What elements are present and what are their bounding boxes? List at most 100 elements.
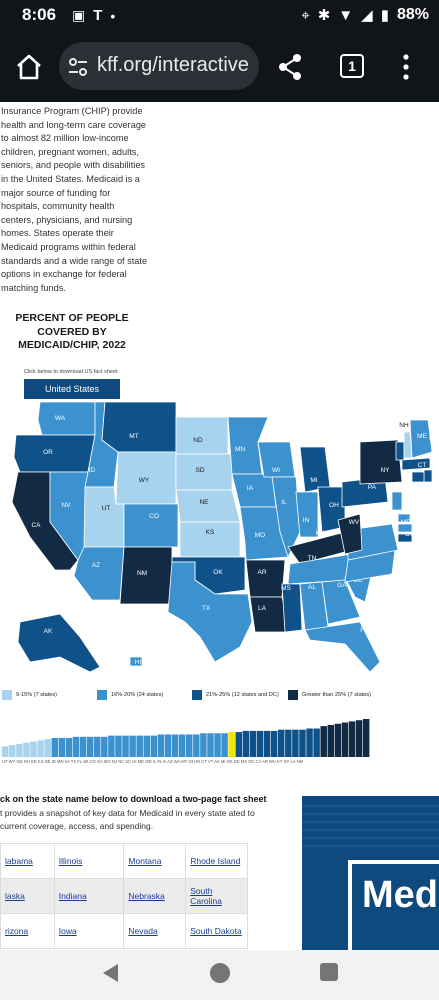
bar-me2[interactable]: [164, 734, 172, 757]
bar-mi[interactable]: [263, 730, 271, 758]
bar-hi[interactable]: [157, 734, 165, 757]
share-icon[interactable]: [276, 52, 304, 82]
bar-nc[interactable]: [136, 735, 143, 758]
state-ne[interactable]: [175, 489, 241, 523]
more-menu-icon[interactable]: [400, 52, 412, 82]
state-in[interactable]: [295, 491, 319, 538]
bar-az[interactable]: [214, 733, 221, 757]
bar-ia[interactable]: [193, 734, 200, 757]
back-icon[interactable]: [100, 962, 122, 984]
state-ia[interactable]: [231, 473, 277, 508]
bar-mn[interactable]: [72, 736, 80, 757]
bar-co[interactable]: [108, 735, 115, 758]
state-wa[interactable]: [37, 402, 96, 436]
state-de[interactable]: [397, 513, 411, 523]
bar-ms[interactable]: [285, 729, 292, 757]
bar-mo[interactable]: [122, 735, 129, 758]
bar-la[interactable]: [355, 720, 363, 757]
state-factsheet-link[interactable]: laska: [0, 878, 55, 914]
address-bar[interactable]: kff.org/interactive: [59, 42, 259, 90]
state-or[interactable]: [13, 434, 96, 473]
bar-wy[interactable]: [9, 745, 16, 758]
state-factsheet-link[interactable]: Illinois: [53, 843, 125, 879]
state-factsheet-link[interactable]: Nebraska: [123, 878, 187, 914]
site-settings-icon[interactable]: [67, 56, 89, 78]
state-mt[interactable]: [101, 402, 177, 453]
state-ms[interactable]: [281, 583, 303, 633]
bar-tx[interactable]: [86, 736, 94, 757]
bar-ok[interactable]: [278, 729, 285, 757]
bar-va[interactable]: [79, 736, 87, 757]
bar-ma[interactable]: [306, 728, 313, 758]
bar-ar[interactable]: [327, 724, 335, 757]
state-factsheet-link[interactable]: South Carolina: [185, 878, 248, 914]
state-fl[interactable]: [304, 621, 381, 673]
bar-al[interactable]: [207, 733, 214, 757]
tab-switcher-button[interactable]: 1: [340, 54, 364, 78]
bar-nj[interactable]: [129, 735, 136, 758]
bar-oh[interactable]: [235, 732, 243, 757]
state-ks[interactable]: [179, 521, 241, 558]
state-factsheet-link[interactable]: rizona: [0, 913, 55, 949]
state-ct[interactable]: [411, 471, 425, 483]
state-factsheet-link[interactable]: Nevada: [123, 913, 187, 949]
state-factsheet-link[interactable]: labama: [0, 843, 55, 879]
bar-mt[interactable]: [228, 732, 235, 757]
bar-sd[interactable]: [30, 741, 37, 757]
state-factsheet-link[interactable]: Indiana: [53, 878, 125, 914]
medicaid-promo-graphic[interactable]: Medi: [302, 796, 439, 950]
state-ri[interactable]: [423, 469, 433, 483]
bar-vt[interactable]: [249, 730, 257, 758]
state-factsheet-link[interactable]: Montana: [123, 843, 187, 879]
state-wv[interactable]: [337, 513, 363, 555]
state-vt[interactable]: [395, 441, 405, 461]
home-nav-icon[interactable]: [210, 963, 230, 983]
bar-id[interactable]: [65, 738, 73, 757]
state-factsheet-link[interactable]: Iowa: [53, 913, 125, 949]
bar-fl[interactable]: [94, 736, 101, 757]
bar-ut[interactable]: [2, 746, 9, 757]
state-mi[interactable]: [299, 446, 331, 493]
bar-nm[interactable]: [362, 719, 370, 757]
bar-wv[interactable]: [334, 723, 342, 757]
state-mn[interactable]: [227, 416, 269, 475]
recents-icon[interactable]: [320, 963, 338, 981]
bar-sc[interactable]: [143, 735, 151, 758]
state-ny[interactable]: [359, 439, 403, 485]
bar-ks[interactable]: [44, 739, 51, 757]
state-factsheet-link[interactable]: Rhode Island: [185, 843, 248, 879]
bar-wi[interactable]: [101, 736, 108, 757]
bar-in[interactable]: [186, 734, 193, 757]
bar-ct[interactable]: [256, 730, 264, 758]
state-nj[interactable]: [391, 491, 403, 511]
bar-de[interactable]: [150, 735, 158, 758]
state-md[interactable]: [397, 523, 413, 533]
state-il[interactable]: [271, 476, 301, 559]
state-ak[interactable]: [17, 613, 101, 673]
state-tx[interactable]: [167, 561, 253, 663]
bar-ga[interactable]: [115, 735, 122, 758]
state-co[interactable]: [123, 503, 179, 548]
bar-ny[interactable]: [348, 721, 356, 758]
state-ga[interactable]: [321, 579, 361, 625]
state-ranking-bar-chart[interactable]: UT WY ND NH SD KS NE ID MN VA TX FL WI C…: [0, 717, 439, 765]
us-medicaid-map[interactable]: WA OR CA NV ID MT WY UT AZ CO NM ND SD NE KS OK TX MN IA MO…: [0, 402, 439, 687]
state-dc[interactable]: [397, 533, 413, 543]
bar-or[interactable]: [313, 728, 320, 758]
state-la[interactable]: [249, 596, 291, 633]
bar-dc[interactable]: [292, 729, 299, 757]
bar-il[interactable]: [178, 734, 186, 757]
state-mo[interactable]: [239, 506, 289, 561]
home-icon[interactable]: [14, 52, 44, 82]
bar-ri[interactable]: [242, 730, 250, 758]
bar-wa[interactable]: [221, 733, 228, 757]
bar-ak[interactable]: [299, 729, 306, 757]
bar-md[interactable]: [171, 734, 179, 757]
bar-me[interactable]: [51, 738, 59, 757]
state-nh[interactable]: [403, 431, 413, 459]
state-hi[interactable]: [129, 656, 143, 667]
bar-nv[interactable]: [58, 738, 66, 757]
state-factsheet-link[interactable]: South Dakota: [185, 913, 248, 949]
bar-tn[interactable]: [200, 733, 207, 757]
state-az[interactable]: [73, 546, 125, 601]
